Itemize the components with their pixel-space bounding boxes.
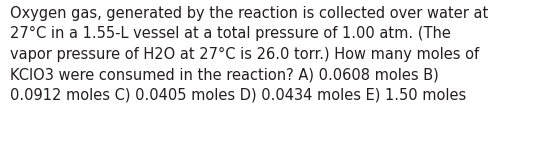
Text: Oxygen gas, generated by the reaction is collected over water at
27°C in a 1.55-: Oxygen gas, generated by the reaction is…	[10, 6, 488, 102]
